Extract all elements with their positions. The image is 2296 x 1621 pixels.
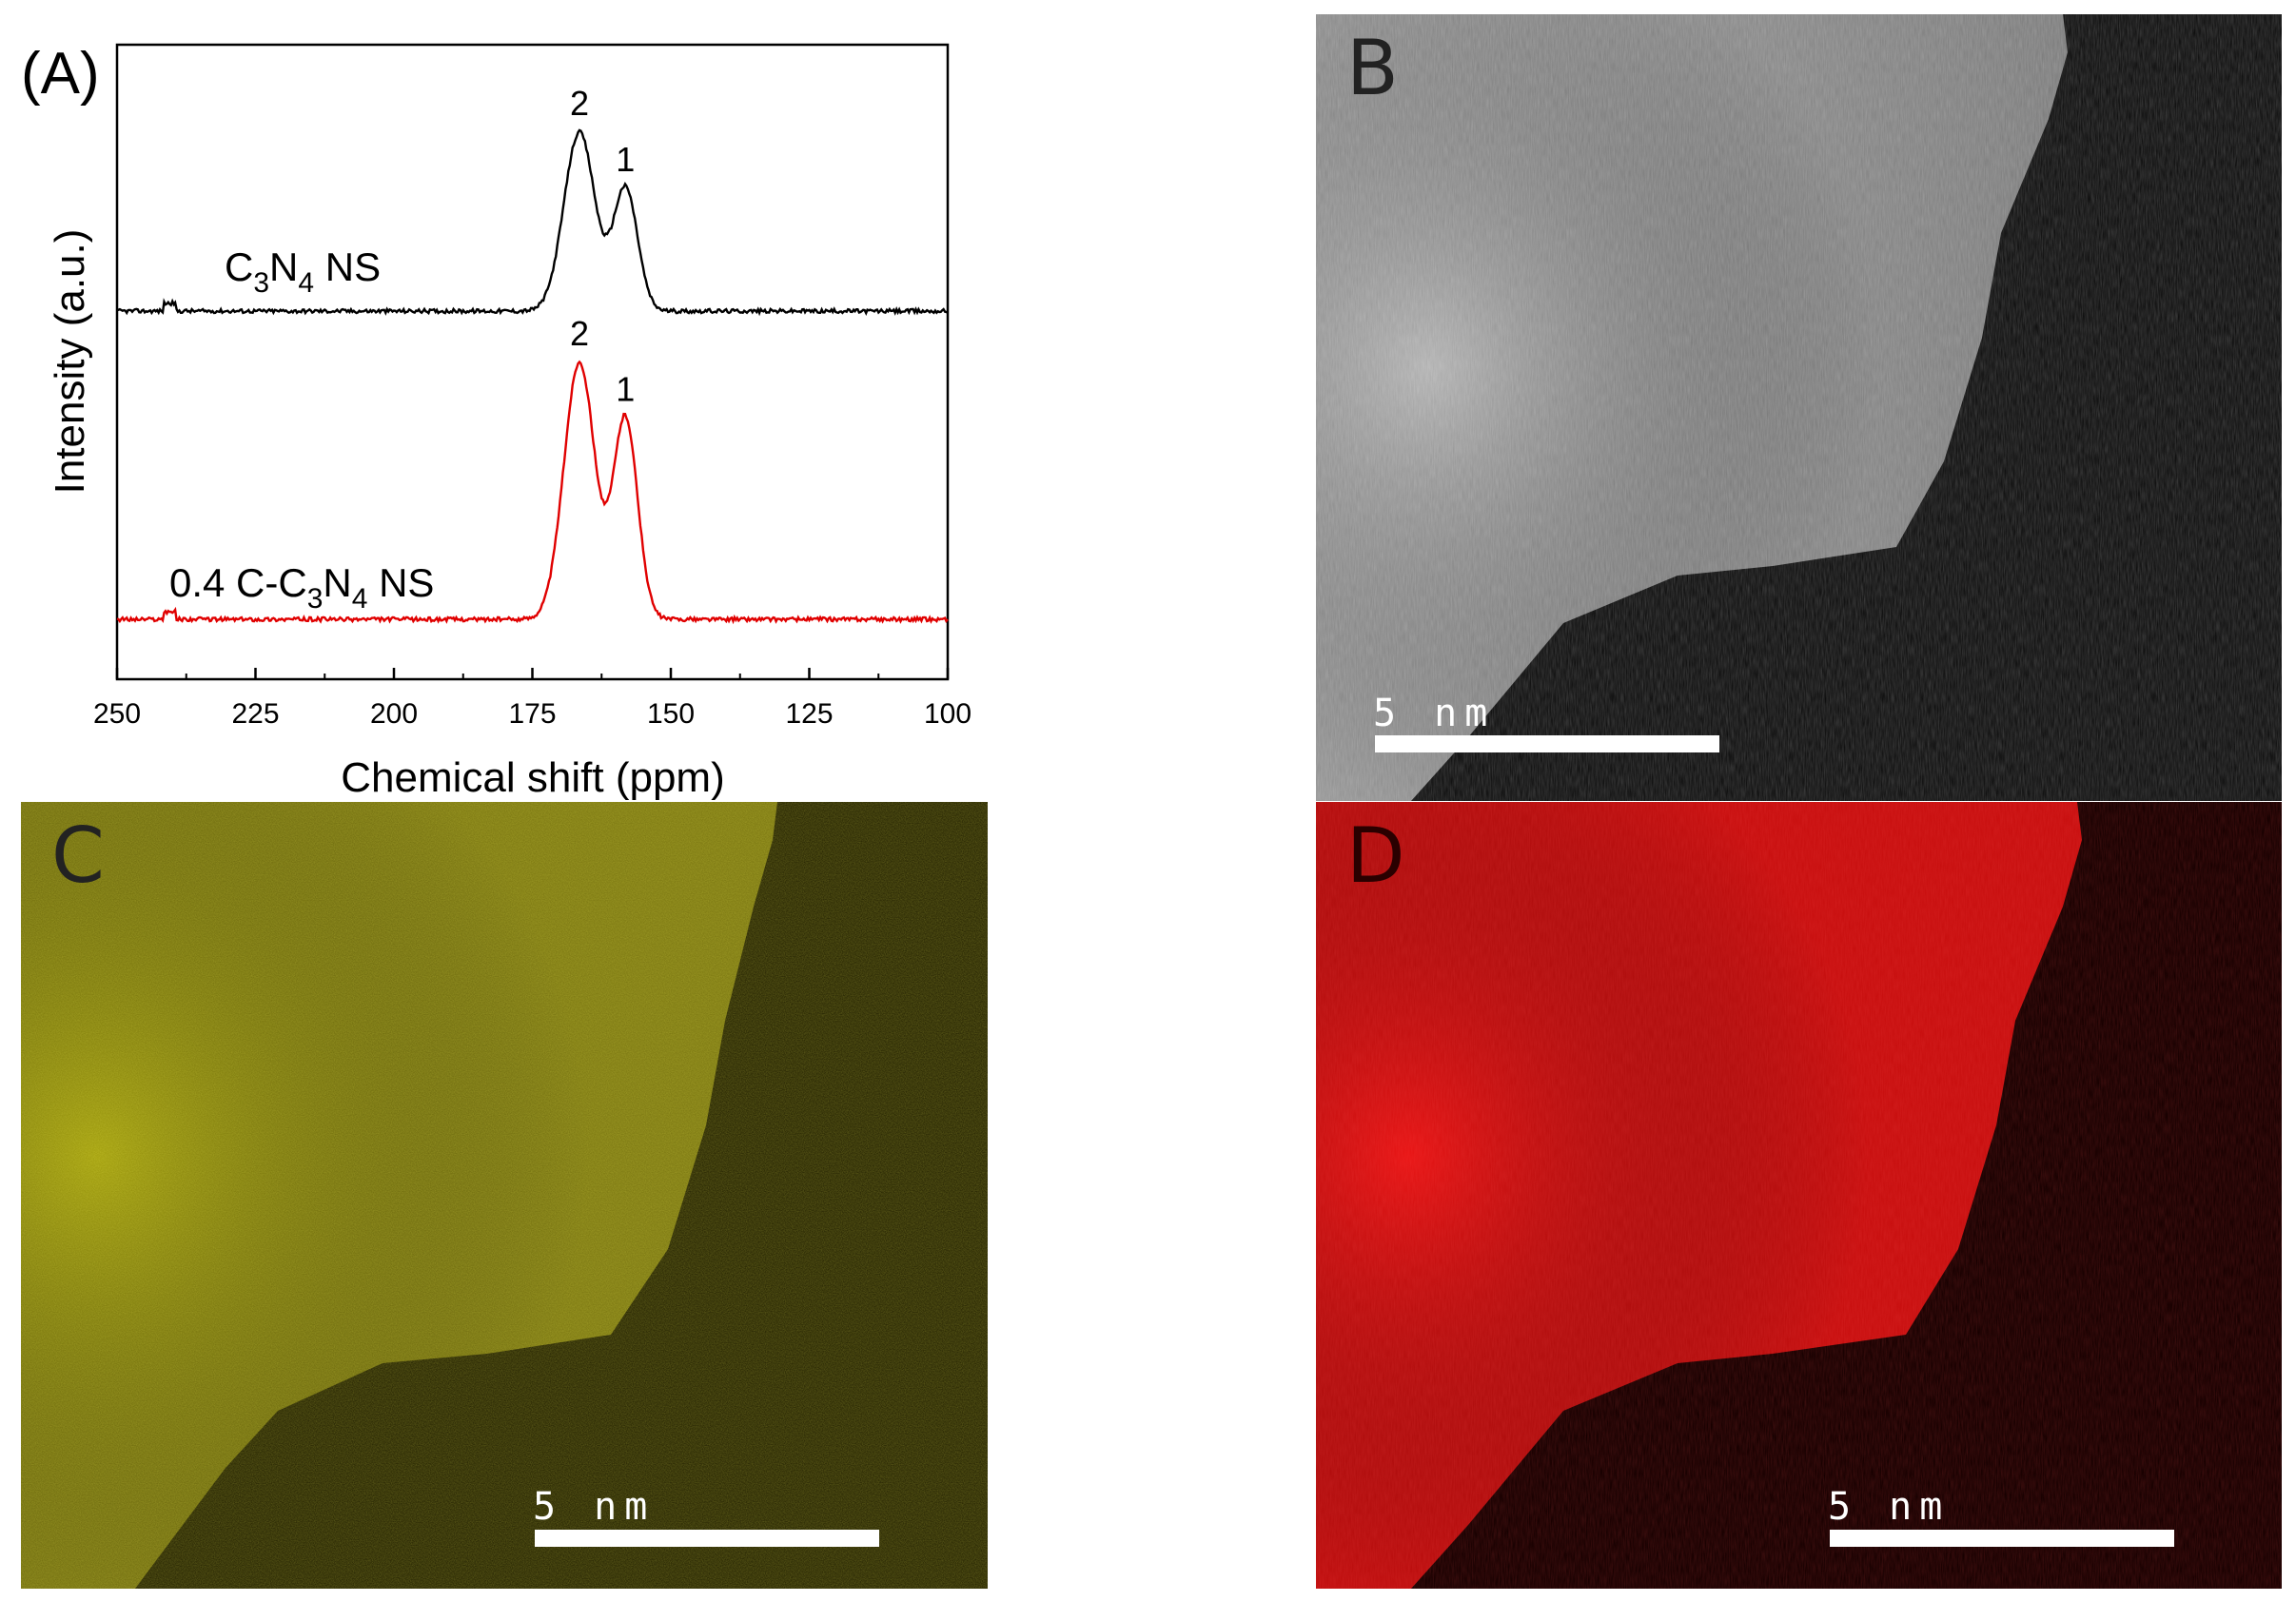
x-tick-label: 225	[231, 698, 279, 730]
x-tick-label: 200	[370, 698, 418, 730]
panel-a-letter: (A)	[21, 41, 100, 107]
series-label-lower: 0.4 C-C3N4 NS	[169, 560, 434, 615]
series-line	[116, 360, 949, 625]
panel-b-letter: B	[1346, 24, 1399, 112]
series-line	[116, 128, 949, 317]
panel-c-letter: C	[51, 811, 105, 900]
x-axis-title: Chemical shift (ppm)	[341, 754, 724, 801]
series-label-upper: C3N4 NS	[225, 244, 381, 299]
panel-d-eds-map: D 5 nm	[1316, 802, 2282, 1589]
x-tick-label: 125	[785, 698, 833, 730]
scale-bar-label: 5 nm	[533, 1485, 656, 1529]
peak-label: 1	[616, 140, 635, 179]
x-axis: 250 225 200 175 150 125 100	[93, 668, 971, 730]
scale-bar	[535, 1530, 879, 1547]
eds-red-map	[1316, 802, 2282, 1589]
panel-a-nmr-chart: (A) 250 225 200 175 150 125 100 Chemical shift…	[0, 0, 1009, 804]
panel-d-letter: D	[1346, 811, 1405, 900]
panel-b-stem-image: B 5 nm	[1316, 14, 2282, 801]
scale-bar-label: 5 nm	[1373, 692, 1496, 735]
x-tick-label: 250	[93, 698, 141, 730]
peak-label: 2	[570, 314, 589, 353]
peak-label: 2	[570, 84, 589, 123]
chart-svg: (A) 250 225 200 175 150 125 100 Chemical shift…	[21, 41, 971, 801]
eds-yellow-map	[21, 802, 988, 1589]
scale-bar-label: 5 nm	[1828, 1485, 1951, 1529]
panel-c-eds-map: C 5 nm	[21, 802, 988, 1589]
stem-grayscale-image	[1316, 14, 2282, 801]
y-axis-title: Intensity (a.u.)	[47, 229, 93, 495]
x-tick-label: 100	[924, 698, 971, 730]
x-tick-label: 175	[508, 698, 556, 730]
scale-bar	[1830, 1530, 2174, 1547]
x-tick-label: 150	[647, 698, 695, 730]
peak-label: 1	[616, 370, 635, 409]
scale-bar	[1375, 735, 1719, 752]
